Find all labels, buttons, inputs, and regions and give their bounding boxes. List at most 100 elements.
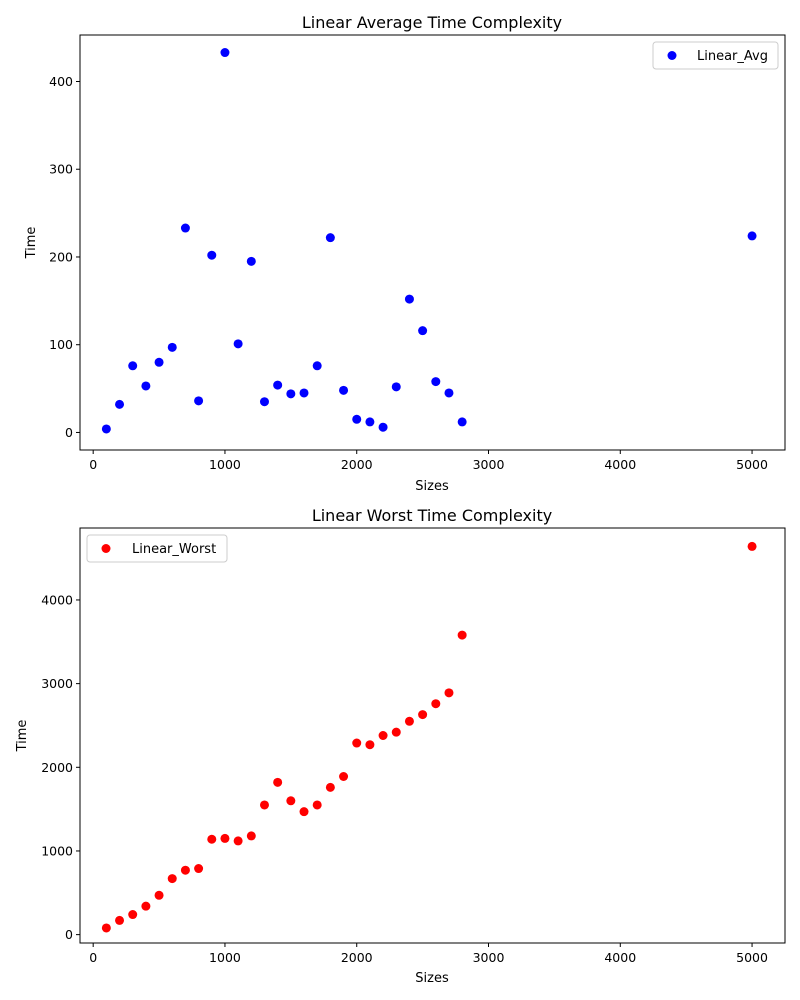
plot-area [101,541,757,933]
data-point [194,864,204,874]
data-point [418,710,428,720]
legend-marker [101,544,111,553]
data-point [418,326,428,336]
x-tick-label: 2000 [341,950,373,965]
data-point [312,800,322,810]
data-point [207,250,217,260]
data-point [128,910,138,920]
y-tick-label: 3000 [41,676,73,691]
x-axis: 0 1000 2000 3000 4000 5000 [89,450,768,472]
data-point [339,385,349,395]
data-point [299,807,309,817]
data-point [747,231,757,241]
data-point [101,424,111,434]
data-point [431,377,441,387]
data-point [365,417,375,427]
data-point [246,256,256,266]
x-tick-label: 5000 [736,950,768,965]
y-tick-label: 400 [49,74,73,89]
y-tick-label: 0 [65,425,73,440]
data-point [246,831,256,841]
data-point [180,865,190,875]
x-tick-label: 5000 [736,457,768,472]
y-tick-label: 4000 [41,592,73,607]
data-point [339,771,349,781]
x-tick-label: 0 [89,457,97,472]
data-point [154,890,164,900]
x-tick-label: 1000 [209,950,241,965]
data-point [325,233,335,243]
legend-marker [667,51,677,60]
x-tick-label: 2000 [341,457,373,472]
data-point [167,342,177,352]
x-tick-label: 0 [89,950,97,965]
legend: Linear_Avg [652,41,779,70]
data-point [128,361,138,371]
plot-area [101,48,757,434]
data-point [101,923,111,933]
y-tick-label: 100 [49,337,73,352]
data-point [233,836,243,846]
linear-worst-chart: Linear Worst Time Complexity 0 1000 2000 30… [15,506,786,986]
data-point [404,716,414,726]
legend-label: Linear_Avg [697,49,768,64]
x-tick-label: 1000 [209,457,241,472]
y-axis-label: Time [15,720,30,753]
legend-box [86,534,228,563]
y-tick-label: 300 [49,162,73,177]
data-point [457,630,467,640]
y-axis: 0 1000 2000 3000 4000 [41,592,80,942]
data-point [154,357,164,367]
y-axis: 0 100 200 300 400 [49,74,80,440]
data-point [273,380,283,390]
linear-average-chart: Linear Average Time Complexity 0 1000 2000… [24,13,786,494]
x-axis: 0 1000 2000 3000 4000 5000 [89,943,768,965]
data-point [378,422,388,432]
data-point [115,915,125,925]
x-tick-label: 3000 [473,950,505,965]
data-point [444,688,454,698]
data-point [286,796,296,806]
data-point [141,381,151,391]
data-point [365,740,375,750]
data-point [404,294,414,304]
data-point [391,382,401,392]
legend-label: Linear_Worst [132,542,216,557]
axes-frame [79,527,786,944]
data-point [220,48,230,58]
data-point [747,541,757,551]
data-point [259,800,269,810]
x-axis-label: Sizes [415,971,449,986]
y-axis-label: Time [24,227,39,260]
chart-title: Linear Average Time Complexity [302,13,562,32]
data-point [352,414,362,424]
data-point [207,834,217,844]
data-point [167,874,177,884]
data-point [141,901,151,911]
data-point [431,699,441,709]
data-point [180,223,190,233]
data-point [194,396,204,406]
data-point [378,731,388,740]
x-tick-label: 4000 [604,950,636,965]
legend-box [652,41,779,70]
data-point [115,399,125,409]
data-point [325,782,335,792]
x-axis-label: Sizes [415,479,449,494]
x-tick-label: 4000 [604,457,636,472]
data-point [286,389,296,399]
data-point [233,339,243,349]
data-point [273,777,283,787]
x-tick-label: 3000 [473,457,505,472]
legend: Linear_Worst [86,534,228,563]
axes-frame [79,34,786,451]
data-point [259,397,269,407]
data-point [444,388,454,398]
y-tick-label: 2000 [41,760,73,775]
y-tick-label: 1000 [41,843,73,858]
y-tick-label: 200 [49,249,73,264]
data-point [391,727,401,737]
chart-title: Linear Worst Time Complexity [312,506,552,525]
